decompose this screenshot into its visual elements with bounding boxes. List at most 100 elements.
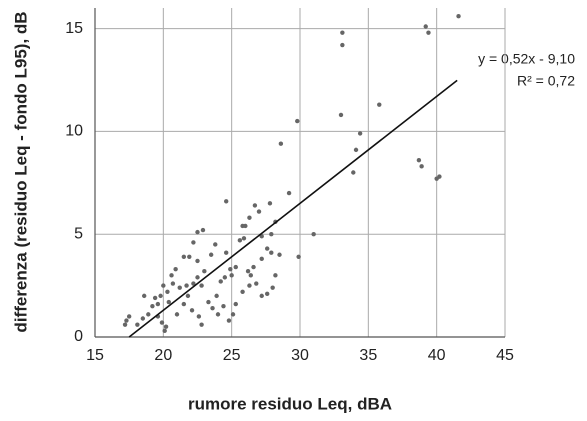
y-tick-label: 15: [65, 20, 83, 37]
point: [196, 314, 202, 319]
point: [159, 320, 165, 325]
point: [237, 238, 243, 243]
point: [353, 147, 359, 153]
x-tick-label: 35: [359, 347, 377, 364]
point: [270, 285, 275, 290]
point: [122, 322, 128, 327]
point: [202, 269, 207, 274]
point: [181, 301, 187, 307]
point: [437, 174, 442, 179]
point: [221, 303, 226, 309]
point: [170, 281, 176, 286]
point: [146, 312, 151, 317]
point: [224, 199, 229, 204]
point: [224, 250, 229, 255]
point: [245, 269, 251, 274]
x-tick-label: 45: [496, 347, 514, 364]
point: [426, 30, 431, 35]
x-tick-label: 20: [154, 347, 172, 364]
point: [228, 266, 233, 272]
point: [195, 275, 200, 280]
equation: y = 0,52x - 9,10: [478, 51, 575, 67]
y-axis-title: differenza (residuo Leq - fondo L95), dB: [11, 11, 30, 332]
y-tick-label: 5: [74, 225, 83, 242]
x-tick-label: 25: [223, 347, 241, 364]
point: [247, 283, 252, 288]
point: [126, 314, 132, 319]
point: [247, 215, 252, 220]
point: [259, 293, 264, 299]
point: [142, 293, 147, 299]
x-axis-title: rumore residuo Leq, dBA: [188, 394, 392, 413]
point: [357, 131, 363, 136]
point: [174, 312, 180, 317]
point: [338, 112, 344, 118]
point: [124, 318, 129, 323]
point: [416, 157, 422, 163]
point: [184, 283, 189, 288]
point: [177, 285, 182, 290]
point: [295, 118, 300, 124]
x-tick-label: 15: [86, 347, 104, 364]
point: [241, 236, 247, 241]
point: [265, 246, 270, 251]
point: [135, 322, 140, 327]
point: [191, 240, 196, 245]
point: [213, 242, 218, 247]
point: [278, 141, 284, 146]
point: [277, 252, 282, 257]
point: [256, 209, 262, 214]
x-tick-label: 40: [428, 347, 446, 364]
y-tick-label: 0: [74, 328, 83, 345]
point: [214, 293, 219, 299]
point: [181, 254, 187, 260]
r-squared: R² = 0,72: [517, 73, 575, 89]
point: [269, 231, 274, 237]
point: [243, 223, 248, 229]
point: [187, 254, 192, 260]
point: [206, 299, 211, 305]
point: [233, 301, 238, 307]
point: [199, 283, 204, 288]
point: [158, 293, 163, 299]
point: [423, 24, 428, 29]
point: [189, 308, 195, 313]
point: [226, 318, 232, 323]
point: [169, 273, 174, 278]
point: [200, 227, 206, 233]
point: [199, 322, 204, 327]
point: [165, 289, 170, 294]
point: [163, 324, 169, 329]
point: [185, 293, 191, 299]
point: [229, 273, 234, 278]
point: [273, 273, 278, 278]
point: [456, 14, 461, 19]
point: [254, 281, 259, 286]
point: [351, 170, 356, 175]
point: [218, 279, 223, 284]
point: [162, 328, 167, 334]
point: [311, 231, 316, 237]
point: [340, 30, 345, 35]
point: [140, 316, 146, 321]
point: [173, 266, 178, 272]
point: [240, 289, 245, 294]
point: [195, 229, 200, 235]
point: [248, 273, 253, 278]
point: [269, 250, 274, 255]
point: [286, 190, 292, 196]
point: [150, 303, 155, 309]
y-tick-label: 10: [65, 123, 83, 140]
point: [191, 281, 196, 286]
point: [222, 275, 228, 280]
point: [233, 264, 238, 270]
point: [152, 295, 158, 301]
point: [155, 301, 161, 307]
point: [340, 42, 345, 48]
point: [195, 258, 200, 264]
x-tick-label: 30: [291, 347, 309, 364]
point: [259, 256, 264, 262]
point: [208, 252, 214, 257]
trendline: [128, 79, 458, 338]
